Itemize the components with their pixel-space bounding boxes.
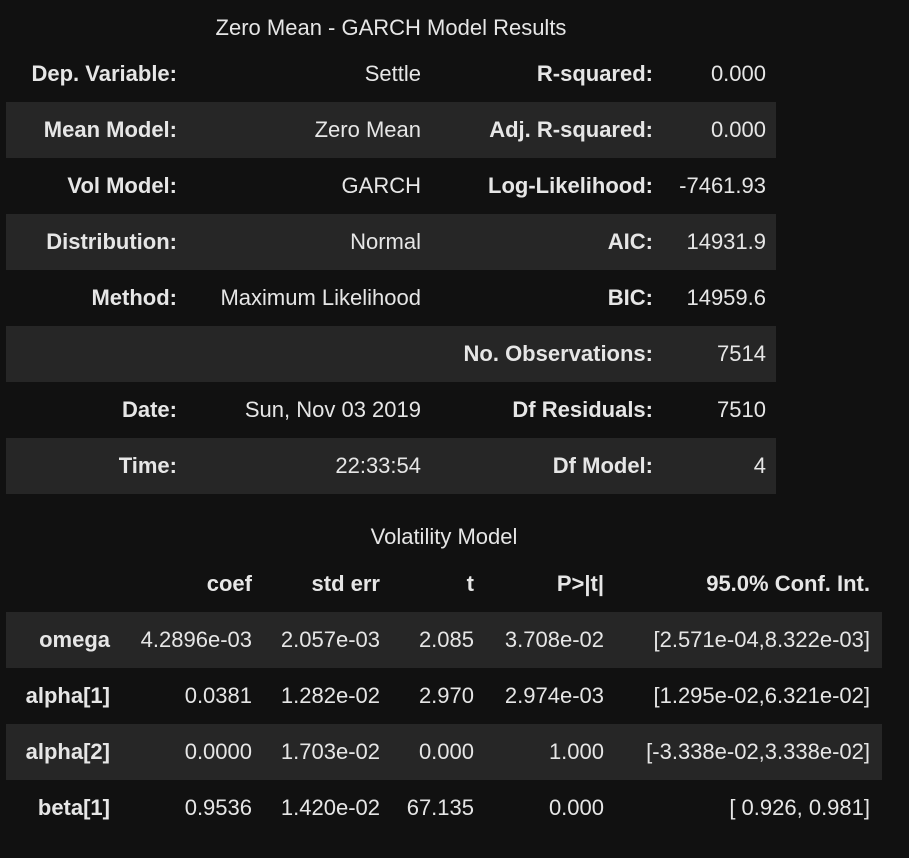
summary-value: 22:33:54: [335, 453, 421, 478]
volatility-caption: Volatility Model: [370, 524, 518, 549]
summary-key: Vol Model:: [67, 173, 177, 198]
summary-value: Sun, Nov 03 2019: [244, 397, 421, 422]
ci-cell: [1.295e-02,6.321e-02]: [653, 683, 870, 708]
p-cell: 0.000: [548, 795, 604, 820]
summary-value: -7461.93: [679, 173, 766, 198]
param-name: alpha[2]: [25, 739, 110, 764]
p-cell: 3.708e-02: [504, 627, 604, 652]
summary-value: Normal: [350, 229, 421, 254]
summary-key: Time:: [118, 453, 177, 478]
t-cell: 67.135: [406, 795, 474, 820]
summary-key: Mean Model:: [43, 117, 177, 142]
summary-key: Date:: [121, 397, 177, 422]
param-name: alpha[1]: [25, 683, 110, 708]
column-header: t: [466, 571, 474, 596]
t-cell: 0.000: [418, 739, 474, 764]
model-summary-table: Dep. Variable: Settle R-squared: 0.000 M…: [6, 46, 776, 494]
column-header: P>|t|: [556, 571, 604, 596]
summary-value: 14931.9: [686, 229, 766, 254]
param-name: omega: [39, 627, 110, 652]
table-row: alpha[2] 0.0000 1.703e-02 0.000 1.000 [-…: [6, 724, 882, 780]
summary-key: [6, 326, 187, 382]
summary-key: Method:: [91, 285, 177, 310]
table-row: beta[1] 0.9536 1.420e-02 67.135 0.000 [ …: [6, 780, 882, 836]
summary-value: 4: [753, 453, 766, 478]
summary-row: Vol Model: GARCH Log-Likelihood: -7461.9…: [6, 158, 776, 214]
summary-key: Distribution:: [46, 229, 177, 254]
ci-cell: [ 0.926, 0.981]: [729, 795, 870, 820]
stderr-cell: 1.420e-02: [280, 795, 380, 820]
summary-value: Zero Mean: [314, 117, 421, 142]
summary-row: Date: Sun, Nov 03 2019 Df Residuals: 751…: [6, 382, 776, 438]
header-row: coef std err t P>|t| 95.0% Conf. Int.: [6, 556, 882, 612]
summary-row: Mean Model: Zero Mean Adj. R-squared: 0.…: [6, 102, 776, 158]
coef-cell: 0.0381: [184, 683, 252, 708]
ci-cell: [2.571e-04,8.322e-03]: [653, 627, 870, 652]
summary-value: [187, 326, 431, 382]
summary-row: Dep. Variable: Settle R-squared: 0.000: [6, 46, 776, 102]
t-cell: 2.085: [418, 627, 474, 652]
p-cell: 2.974e-03: [504, 683, 604, 708]
summary-key: Log-Likelihood:: [488, 173, 653, 198]
summary-row: No. Observations: 7514: [6, 326, 776, 382]
summary-value: GARCH: [341, 173, 421, 198]
summary-value: 0.000: [710, 61, 766, 86]
ci-cell: [-3.338e-02,3.338e-02]: [646, 739, 870, 764]
summary-row: Method: Maximum Likelihood BIC: 14959.6: [6, 270, 776, 326]
coef-cell: 0.0000: [184, 739, 252, 764]
column-header: coef: [206, 571, 252, 596]
param-name: beta[1]: [37, 795, 110, 820]
summary-key: Df Model:: [552, 453, 653, 478]
stderr-cell: 1.282e-02: [280, 683, 380, 708]
t-cell: 2.970: [418, 683, 474, 708]
coef-cell: 4.2896e-03: [140, 627, 252, 652]
summary-key: AIC:: [607, 229, 653, 254]
summary-value: Settle: [364, 61, 421, 86]
summary-value: 7514: [717, 341, 766, 366]
summary-caption: Zero Mean - GARCH Model Results: [215, 15, 567, 40]
summary-key: Adj. R-squared:: [489, 117, 653, 142]
p-cell: 1.000: [548, 739, 604, 764]
table-row: alpha[1] 0.0381 1.282e-02 2.970 2.974e-0…: [6, 668, 882, 724]
column-header: [6, 556, 122, 612]
summary-row: Time: 22:33:54 Df Model: 4: [6, 438, 776, 494]
volatility-model-table: coef std err t P>|t| 95.0% Conf. Int. om…: [6, 556, 882, 836]
column-header: std err: [311, 571, 380, 596]
column-header: 95.0% Conf. Int.: [706, 571, 870, 596]
summary-key: Df Residuals:: [512, 397, 653, 422]
coef-cell: 0.9536: [184, 795, 252, 820]
summary-row: Distribution: Normal AIC: 14931.9: [6, 214, 776, 270]
table-row: omega 4.2896e-03 2.057e-03 2.085 3.708e-…: [6, 612, 882, 668]
stderr-cell: 1.703e-02: [280, 739, 380, 764]
stderr-cell: 2.057e-03: [280, 627, 380, 652]
summary-value: 14959.6: [686, 285, 766, 310]
summary-value: Maximum Likelihood: [220, 285, 421, 310]
summary-key: Dep. Variable:: [31, 61, 177, 86]
summary-key: BIC:: [607, 285, 653, 310]
summary-value: 7510: [717, 397, 766, 422]
summary-value: 0.000: [710, 117, 766, 142]
summary-key: R-squared:: [536, 61, 653, 86]
summary-key: No. Observations:: [463, 341, 653, 366]
